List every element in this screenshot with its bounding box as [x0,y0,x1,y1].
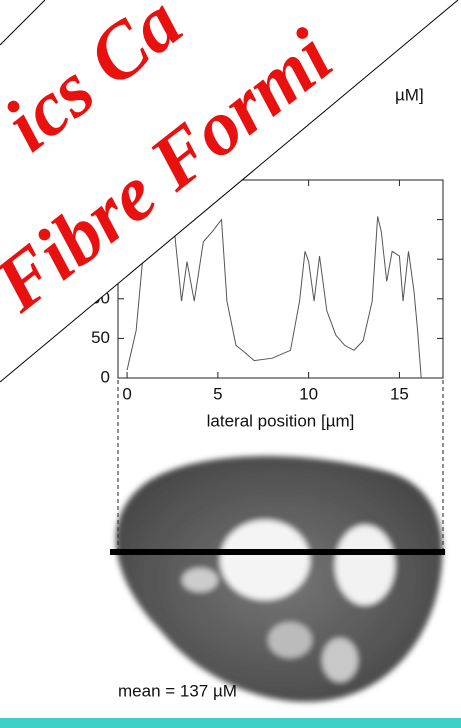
cell-image [116,456,443,702]
banner-edge [0,0,46,46]
x-tick-label: 15 [390,384,409,403]
mean-label: mean = 137 µM [118,681,237,700]
y-tick-label: 50 [91,328,110,347]
bottom-bar [0,718,461,728]
x-tick-label: 10 [299,384,318,403]
banner-edge [0,0,459,383]
x-tick-label: 0 [122,384,131,403]
banner: ics Ca Fibre Formi [0,0,459,383]
profile-line [126,178,422,379]
y-tick-label: 0 [101,367,110,386]
x-tick-label: 5 [213,384,222,403]
x-axis-label: lateral position [µm] [207,411,355,430]
axis-unit: µM] [395,85,424,104]
